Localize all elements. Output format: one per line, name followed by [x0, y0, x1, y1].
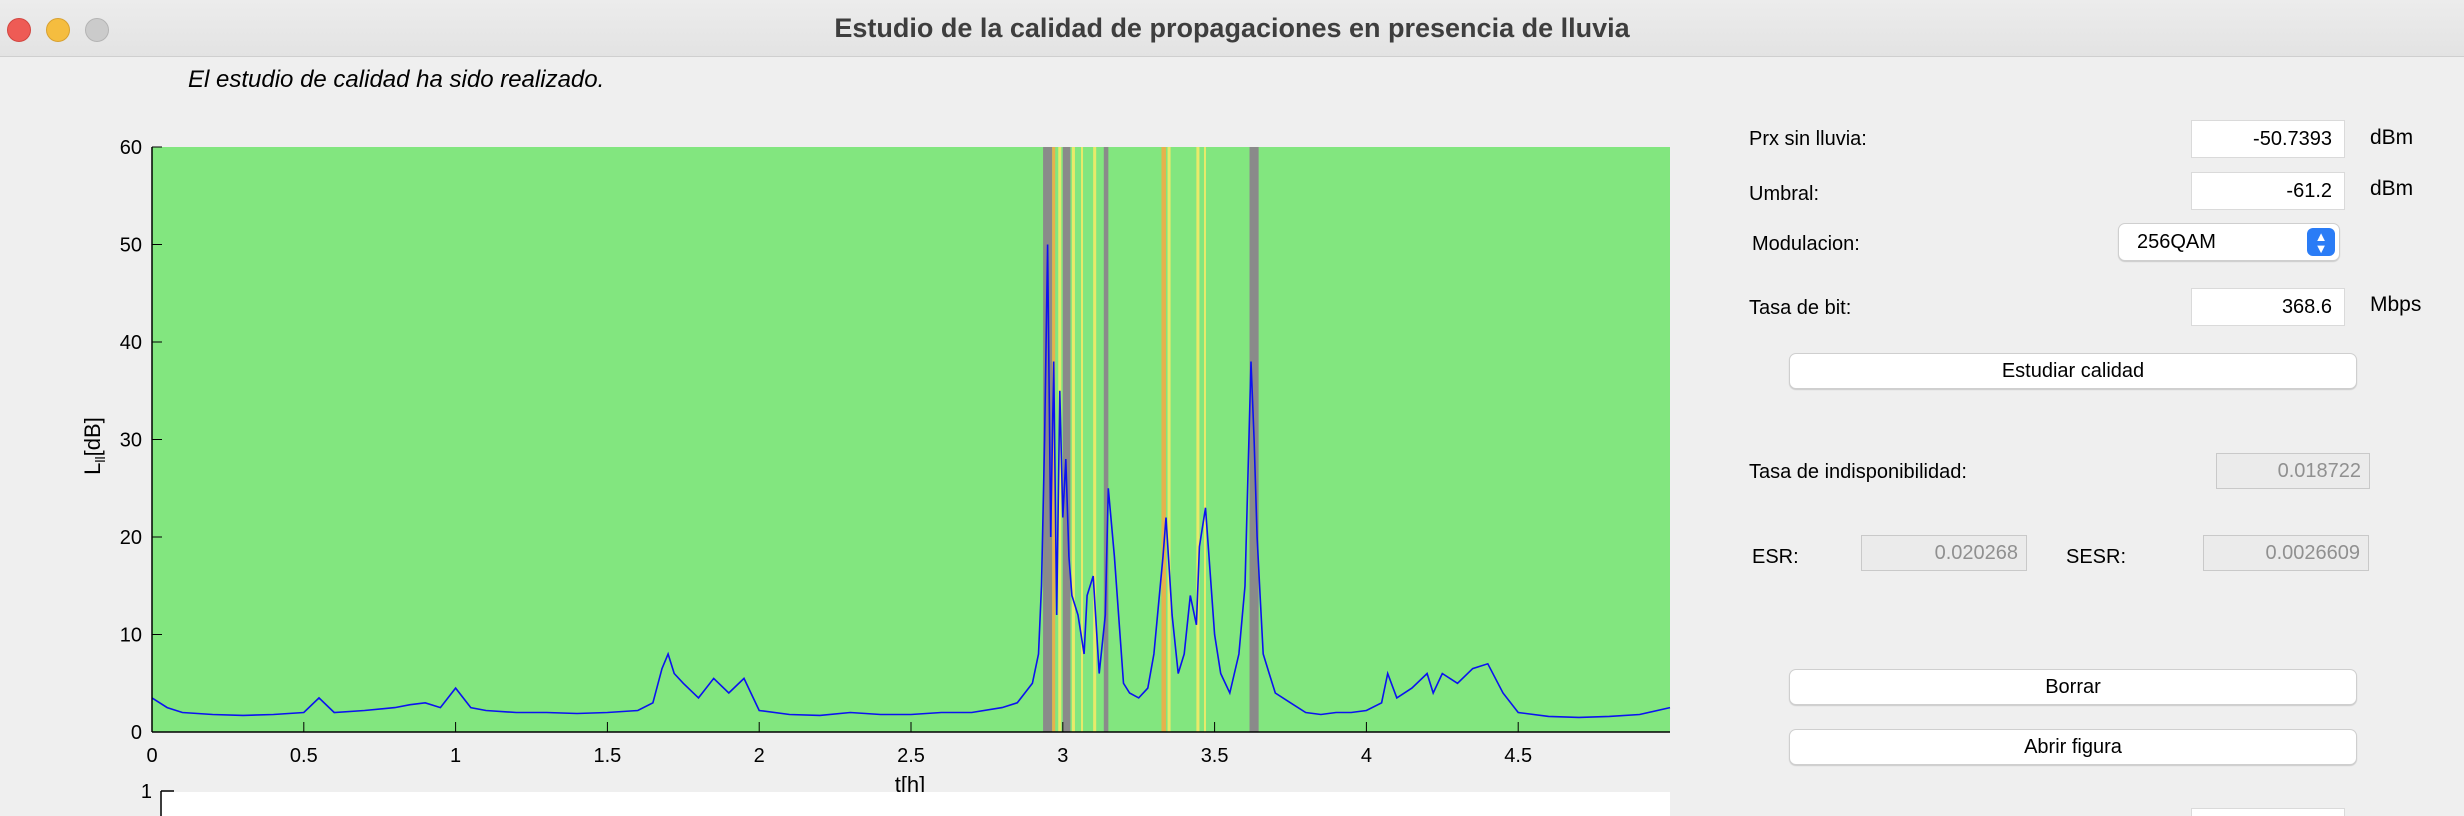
umbral-field[interactable]: -61.2 [2191, 172, 2345, 210]
tasa-bit-label: Tasa de bit: [1749, 297, 1852, 319]
maximize-window-button[interactable] [85, 18, 109, 42]
status-text: El estudio de calidad ha sido realizado. [188, 66, 605, 93]
x-tick-label: 3 [1057, 745, 1068, 767]
chevron-up-down-icon: ▲ ▼ [2307, 228, 2335, 256]
y-tick-label: 10 [120, 625, 142, 647]
x-tick-label: 2.5 [897, 745, 925, 767]
title-bar: Estudio de la calidad de propagaciones e… [0, 0, 2464, 57]
x-tick-label: 2 [754, 745, 765, 767]
close-window-button[interactable] [7, 18, 31, 42]
x-tick-label: 0.5 [290, 745, 318, 767]
x-axis-ticks: 0 0.5 1 1.5 2 2.5 3 3.5 4 4.5 [146, 722, 1532, 767]
series-layer [151, 244, 1671, 719]
abrir-figura-button[interactable]: Abrir figura [1789, 729, 2357, 765]
partial-field-bottom [2191, 808, 2345, 816]
y-tick-label: 20 [120, 527, 142, 549]
prx-field[interactable]: -50.7393 [2191, 120, 2345, 158]
band-8 [1161, 147, 1167, 732]
band-11 [1203, 147, 1206, 732]
prx-label: Prx sin lluvia: [1749, 128, 1867, 150]
esr-value: 0.020268 [1861, 535, 2027, 571]
y-tick-label: 0 [131, 722, 142, 744]
umbral-unit: dBm [2370, 177, 2414, 200]
sesr-label: SESR: [2066, 546, 2127, 568]
y-axis-ticks: 0 10 20 30 40 50 60 [120, 137, 162, 744]
y-tick-label: 50 [120, 235, 142, 257]
band-3 [1062, 147, 1071, 732]
band-9 [1167, 147, 1171, 732]
y-axis-label-subscript: ll [92, 456, 108, 462]
x-tick-label: 1 [450, 745, 461, 767]
second-axes-ytick-label: 1 [141, 781, 152, 803]
band-10 [1196, 147, 1200, 732]
tasa-bit-field[interactable]: 368.6 [2191, 288, 2345, 326]
modulacion-value: 256QAM [2137, 231, 2216, 253]
modulacion-select[interactable]: 256QAM ▲ ▼ [2118, 223, 2340, 261]
umbral-label: Umbral: [1749, 183, 1820, 205]
band-1 [1052, 147, 1056, 732]
availability-bands [152, 147, 1670, 732]
x-tick-label: 0 [146, 745, 157, 767]
modulacion-label: Modulacion: [1752, 233, 1860, 255]
indisponibilidad-label: Tasa de indisponibilidad: [1749, 461, 1967, 483]
y-axis-label: Lll[dB] [80, 417, 108, 475]
y-tick-label: 40 [120, 332, 142, 354]
borrar-button[interactable]: Borrar [1789, 669, 2357, 705]
estudiar-calidad-button[interactable]: Estudiar calidad [1789, 353, 2357, 389]
band-7 [1103, 147, 1109, 732]
x-tick-label: 4.5 [1504, 745, 1532, 767]
tasa-bit-unit: Mbps [2370, 293, 2422, 316]
band-4 [1071, 147, 1075, 732]
x-tick-label: 1.5 [593, 745, 621, 767]
sesr-value: 0.0026609 [2203, 535, 2369, 571]
window-title: Estudio de la calidad de propagaciones e… [834, 13, 1630, 43]
plot-background [152, 147, 1670, 732]
y-tick-label: 30 [120, 430, 142, 452]
band-5 [1081, 147, 1084, 732]
x-tick-label: 3.5 [1201, 745, 1229, 767]
series-line [151, 244, 1671, 719]
x-tick-label: 4 [1361, 745, 1372, 767]
indisponibilidad-value: 0.018722 [2216, 453, 2370, 489]
prx-unit: dBm [2370, 126, 2414, 149]
esr-label: ESR: [1752, 546, 1799, 568]
y-tick-label: 60 [120, 137, 142, 159]
band-6 [1093, 147, 1097, 732]
minimize-window-button[interactable] [46, 18, 70, 42]
second-axes-plot-area [162, 792, 1670, 816]
band-0 [1043, 147, 1053, 732]
